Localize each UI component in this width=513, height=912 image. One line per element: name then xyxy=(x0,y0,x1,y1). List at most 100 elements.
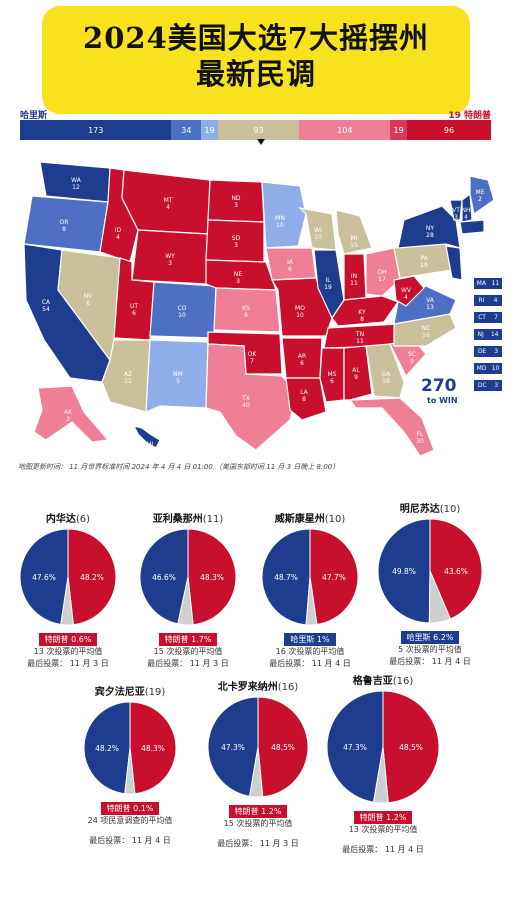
state-label-HI: HI xyxy=(147,441,154,448)
pie-label-left: 48.2% xyxy=(95,744,119,753)
state-name: 明尼苏达 xyxy=(399,504,440,515)
state-title: 威斯康星州(10) xyxy=(240,510,380,525)
state-ev-WI: 10 xyxy=(314,234,322,241)
state-ev-ID: 4 xyxy=(116,234,120,241)
state-label-WV: WV xyxy=(401,287,412,294)
state-ev-MN: 10 xyxy=(276,222,284,229)
state-ev-VA: 13 xyxy=(426,304,434,311)
state-ev-ND: 3 xyxy=(234,202,238,209)
state-ev-AK: 3 xyxy=(66,416,70,423)
state-label-MT: MT xyxy=(164,197,173,204)
state-NH xyxy=(461,192,473,223)
pie-slice-其他 xyxy=(177,576,194,626)
state-ev: (16) xyxy=(277,682,299,693)
state-ev-WY: 3 xyxy=(168,260,172,267)
state-label-MS: MS xyxy=(328,371,337,378)
state-ev-OH: 17 xyxy=(378,276,386,283)
state-label-MN: MN xyxy=(275,215,285,222)
state-label-FL: FL xyxy=(417,431,424,438)
state-name: 北卡罗来纳州 xyxy=(217,682,278,693)
state-TX xyxy=(205,343,297,451)
state-HI xyxy=(132,425,161,449)
map-timestamp: 地图更新时间： 11 月世界标准时间 2024 年 4 月 4 日 01:00 … xyxy=(18,463,340,471)
poll-count: 5 次投票的平均值 xyxy=(398,645,462,654)
swing-state-panel: 内华达(6) 47.6% 48.2% 特朗普 0.6% 13 次投票的平均值 最后投票： … xyxy=(0,510,138,670)
map-svg: WA12OR8CA54NV6ID4MT4WY3UT6AZ11CO10NM5ND3… xyxy=(23,161,495,457)
state-label-IL: IL xyxy=(325,277,331,284)
small-state-box-NJ: NJ 14 xyxy=(474,329,502,340)
lead-badge: 特朗普 1.7% xyxy=(158,633,218,646)
midpoint-marker-icon xyxy=(257,139,265,145)
state-NE-NJ-MD xyxy=(445,245,463,281)
pie-slice-哈里斯 xyxy=(83,701,131,795)
pie-label-left: 47.3% xyxy=(343,743,367,752)
state-label-KY: KY xyxy=(358,309,366,316)
state-label-OH: OH xyxy=(377,269,386,276)
state-ev-SD: 3 xyxy=(234,242,238,249)
state-label-AL: AL xyxy=(352,367,360,374)
small-state-box-DC: DC 3 xyxy=(474,380,502,391)
state-label-NM: NM xyxy=(173,371,183,378)
state-title: 亚利桑那州(11) xyxy=(118,510,258,525)
state-label-WA: WA xyxy=(71,177,82,184)
small-state-abbr: MA xyxy=(476,280,487,287)
state-GA xyxy=(365,343,405,399)
state-ev: (11) xyxy=(202,514,224,525)
state-ev-NM: 5 xyxy=(176,378,180,385)
swing-state-panel: 北卡罗来纳州(16) 47.3% 48.5% 特朗普 1.2% 15 次投票的平均值 最后… xyxy=(188,678,328,850)
state-name: 威斯康星州 xyxy=(274,514,325,525)
state-name: 宾夕法尼亚 xyxy=(94,687,145,698)
brand-logo: 270 xyxy=(421,376,457,396)
state-OH xyxy=(365,247,401,297)
pie-chart: 47.6% 48.2% xyxy=(19,528,117,626)
small-state-ev: 3 xyxy=(494,348,499,355)
state-MN xyxy=(261,181,307,249)
state-NM xyxy=(145,339,209,413)
pie-slice-哈里斯 xyxy=(207,696,259,797)
state-ev-TN: 11 xyxy=(356,338,364,345)
state-label-VT: VT xyxy=(452,207,460,214)
poll-count: 24 项民意调查的平均值 xyxy=(87,816,173,825)
state-ev-OR: 8 xyxy=(62,226,66,233)
ev-segment: 19 xyxy=(201,120,218,140)
lead-badge: 特朗普 0.6% xyxy=(38,633,98,646)
state-name: 亚利桑那州 xyxy=(152,514,203,525)
pie-label-left: 47.3% xyxy=(221,743,245,752)
small-state-box-RI: RI 4 xyxy=(474,295,502,306)
state-ev-AR: 6 xyxy=(300,360,304,367)
state-AL xyxy=(343,345,373,401)
pie-label-right: 43.6% xyxy=(444,567,468,576)
state-title: 明尼苏达(10) xyxy=(360,500,500,515)
pie-label-left: 47.6% xyxy=(32,573,56,582)
last-poll-date: 最后投票： 11 月 4 日 xyxy=(89,836,171,845)
state-LA xyxy=(285,377,327,421)
swing-state-panel: 亚利桑那州(11) 46.6% 48.3% 特朗普 1.7% 15 次投票的平均值 最后投… xyxy=(118,510,258,670)
state-ev-CA: 54 xyxy=(42,306,50,313)
ev-segment: 104 xyxy=(299,120,391,140)
small-state-abbr: DC xyxy=(477,382,487,389)
small-state-ev: 3 xyxy=(494,382,499,389)
state-ev-HI: 4 xyxy=(148,448,152,455)
state-label-AR: AR xyxy=(298,353,306,360)
pie-label-left: 46.6% xyxy=(152,573,176,582)
pie-chart: 49.8% 43.6% xyxy=(377,518,483,624)
swing-state-panel: 宾夕法尼亚(19) 48.2% 48.3% 特朗普 0.1% 24 项民意调查的平均值最… xyxy=(60,683,200,847)
state-AK xyxy=(33,385,110,443)
pie-label-right: 48.5% xyxy=(399,743,423,752)
state-label-NC: NC xyxy=(422,325,431,332)
state-label-MO: MO xyxy=(295,305,305,312)
state-label-ID: ID xyxy=(115,227,122,234)
poll-count: 13 次投票的平均值 xyxy=(348,825,418,834)
pie-chart: 47.3% 48.5% xyxy=(207,696,309,798)
state-ev-IL: 19 xyxy=(324,284,332,291)
state-ev-MO: 10 xyxy=(296,312,304,319)
state-title: 格鲁吉亚(16) xyxy=(313,672,453,687)
state-ev-MT: 4 xyxy=(166,204,170,211)
state-title: 宾夕法尼亚(19) xyxy=(60,683,200,698)
lead-badge: 哈里斯 6.2% xyxy=(400,631,460,644)
last-poll-date: 最后投票： 11 月 4 日 xyxy=(389,657,471,666)
state-ev-PA: 19 xyxy=(420,262,428,269)
state-label-LA: LA xyxy=(300,389,308,396)
state-label-TX: TX xyxy=(241,395,250,402)
small-state-ev: 10 xyxy=(491,365,500,372)
